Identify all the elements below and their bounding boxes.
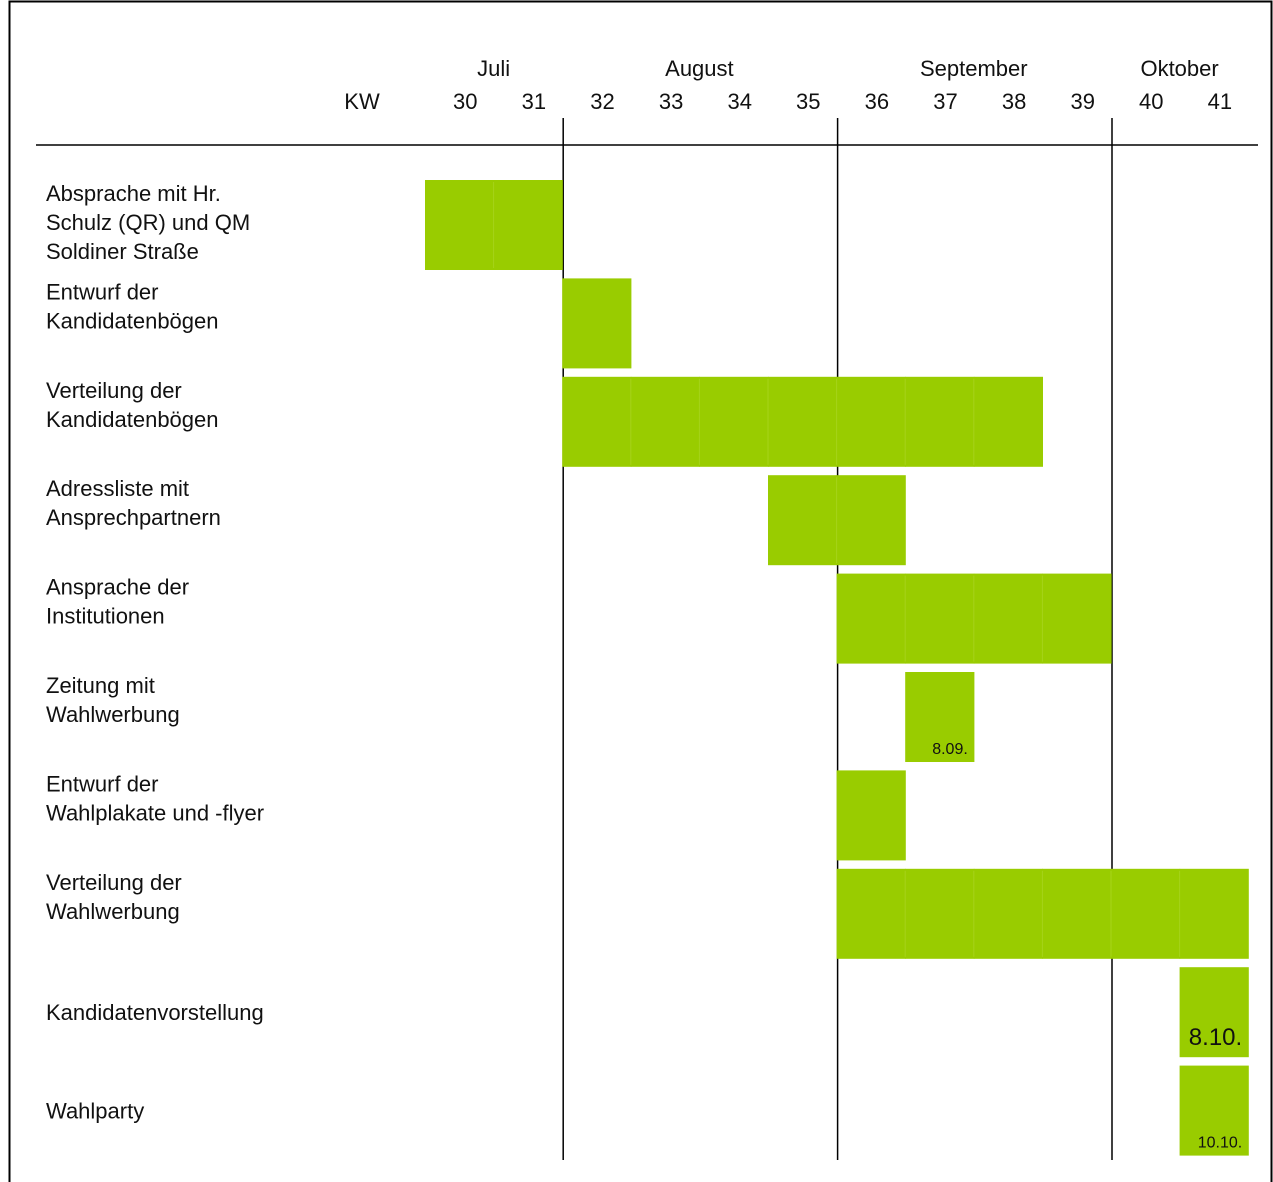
task-label: Wahlparty [46, 1099, 144, 1124]
task-label: Kandidatenvorstellung [46, 1000, 264, 1025]
task-bar-segment [768, 475, 838, 566]
task-label-line: Kandidatenbögen [46, 308, 219, 333]
task-bar-segment [973, 376, 1043, 467]
month-label: August [665, 56, 734, 81]
task-bar-segment [836, 868, 906, 959]
task-label-line: Institutionen [46, 604, 165, 629]
task-bar-segment [836, 770, 906, 861]
task-label-line: Verteilung der [46, 870, 182, 895]
week-number-label: 39 [1070, 89, 1094, 114]
week-number-label: 30 [453, 89, 477, 114]
task-bar-segment [425, 180, 495, 270]
task-bar-segment [1179, 1065, 1249, 1156]
task-date-label: 8.09. [932, 741, 968, 758]
task-label: Entwurf der Wahlplakate und -flyer [46, 771, 264, 825]
week-number-label: 35 [796, 89, 820, 114]
task-label-line: Soldiner Straße [46, 239, 199, 264]
week-number-label: 41 [1208, 89, 1232, 114]
week-number-label: 38 [1002, 89, 1026, 114]
task-bar-segment [836, 376, 906, 467]
task-bar-segment [1042, 868, 1112, 959]
task-label-line: Ansprache der [46, 575, 189, 600]
task-bar-segment [699, 376, 769, 467]
task-label-line: Zeitung mit [46, 673, 155, 698]
week-number-label: 33 [659, 89, 683, 114]
task-bar-segment [1111, 868, 1181, 959]
week-number-label: 31 [522, 89, 546, 114]
week-number-label: 32 [590, 89, 614, 114]
task-label-line: Wahlwerbung [46, 899, 180, 924]
task-label: Verteilung der Wahlwerbung [46, 870, 182, 924]
task-date-label: 10.10. [1198, 1135, 1242, 1152]
task-bar-segment [562, 376, 632, 467]
month-label: September [920, 56, 1028, 81]
task-label-line: Entwurf der [46, 279, 159, 304]
week-number-label: 36 [865, 89, 889, 114]
task-label: Verteilung der Kandidatenbögen [46, 378, 219, 432]
week-number-label: 34 [727, 89, 751, 114]
task-label: Ansprache der Institutionen [46, 575, 189, 629]
task-bar-segment [1179, 868, 1249, 959]
chart-border [8, 0, 1273, 1182]
task-label-line: Verteilung der [46, 378, 182, 403]
week-number-label: 40 [1139, 89, 1163, 114]
task-label-line: Ansprechpartnern [46, 505, 221, 530]
week-header-label: KW [344, 89, 380, 114]
task-bar-segment [630, 376, 700, 467]
task-bar-segment [973, 868, 1043, 959]
task-bar-segment [1179, 967, 1249, 1058]
task-label: Adressliste mit Ansprechpartnern [46, 476, 221, 530]
month-label: Juli [477, 56, 510, 81]
task-bar-segment [1042, 573, 1112, 664]
task-bar-segment [905, 868, 975, 959]
task-bar-segment [493, 180, 563, 270]
task-label: Absprache mit Hr. Schulz (QR) und QM Soldi… [46, 181, 250, 264]
task-bar-segment [836, 573, 906, 664]
week-number-label: 37 [933, 89, 957, 114]
task-label-line: Wahlparty [46, 1099, 144, 1124]
task-bar-segment [973, 573, 1043, 664]
task-date-label: 8.10. [1189, 1024, 1242, 1051]
task-bar-segment [768, 376, 838, 467]
task-label-line: Adressliste mit [46, 476, 189, 501]
task-bar-segment [905, 376, 975, 467]
task-label-line: Absprache mit Hr. [46, 181, 221, 206]
task-label: Zeitung mit Wahlwerbung [46, 673, 180, 727]
month-label: Oktober [1140, 56, 1218, 81]
task-bar-segment [562, 278, 632, 369]
task-label: Entwurf der Kandidatenbögen [46, 279, 219, 333]
task-label-line: Wahlplakate und -flyer [46, 800, 264, 825]
task-label-line: Schulz (QR) und QM [46, 210, 250, 235]
task-label-line: Kandidatenvorstellung [46, 1000, 264, 1025]
task-bar-segment [836, 475, 906, 566]
task-bar-segment [905, 672, 975, 762]
task-label-line: Entwurf der [46, 771, 159, 796]
task-bar-segment [905, 573, 975, 664]
task-label-line: Wahlwerbung [46, 702, 180, 727]
task-label-line: Kandidatenbögen [46, 407, 219, 432]
